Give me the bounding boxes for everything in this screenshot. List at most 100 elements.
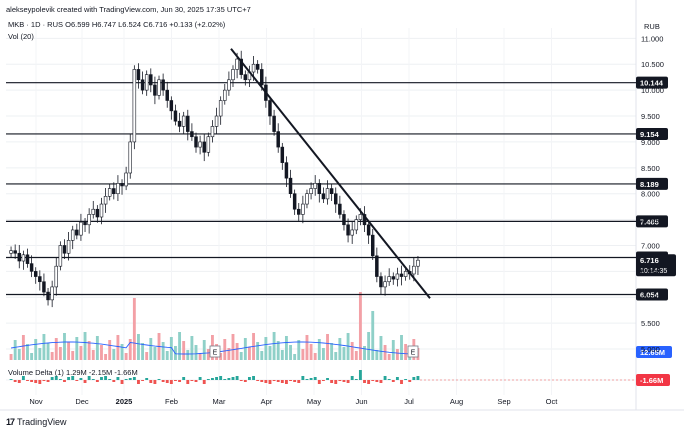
time-tick-label: Apr: [261, 397, 273, 406]
candle-body: [136, 69, 141, 81]
delta-bar: [132, 377, 136, 380]
time-tick-label: Dec: [75, 397, 89, 406]
candle-body: [243, 74, 248, 81]
candle-body: [153, 84, 157, 96]
candle-body: [169, 100, 174, 112]
volume-bar: [313, 353, 317, 360]
volume-bar: [26, 344, 29, 360]
volume-bar: [108, 340, 112, 360]
volume-bar: [243, 338, 247, 360]
delta-bar: [371, 380, 375, 381]
volume-bar: [391, 340, 395, 360]
level-price-label: 6.054: [640, 290, 660, 299]
volume-value-tag: [636, 346, 672, 358]
delta-bar: [83, 380, 87, 383]
time-axis: Nov Dec 2025 Feb Mar Apr May Jun Jul Aug Sep Oct: [29, 397, 558, 406]
candle-body: [124, 172, 128, 187]
delta-bar: [268, 380, 272, 384]
candle-body: [50, 286, 54, 301]
level-price-tag: [636, 177, 668, 190]
candle-body: [325, 188, 330, 200]
last-price-tag: [636, 254, 676, 277]
delta-bar: [186, 380, 190, 384]
volume-bar: [100, 345, 103, 360]
delta-bar: [235, 376, 239, 380]
delta-bar: [63, 380, 66, 382]
earnings-marker: [407, 345, 419, 358]
candle-body: [280, 146, 285, 163]
price-axis: 11.000 10.500 10.000 9.500 9.000 8.500 8.000 7.…: [641, 34, 664, 354]
delta-bar: [42, 380, 46, 381]
time-tick-label: Mar: [213, 397, 226, 406]
candle-body: [42, 281, 46, 293]
delta-bar: [284, 380, 288, 384]
volume-bar: [264, 337, 268, 360]
volume-bar: [120, 344, 124, 360]
delta-bar: [252, 376, 255, 380]
delta-bar: [363, 380, 366, 383]
volume-bar: [182, 341, 186, 360]
delta-bar: [391, 380, 395, 382]
delta-bar: [416, 376, 420, 380]
candle-body: [272, 115, 276, 132]
price-tick-label: 7.000: [641, 241, 660, 250]
candle-body: [21, 254, 26, 262]
candle-body: [370, 234, 375, 257]
volume-bar: [235, 343, 239, 360]
delta-bar: [346, 380, 350, 383]
trendline: [230, 48, 431, 299]
volume-bar: [317, 339, 321, 360]
candle-body: [75, 229, 79, 236]
candle-body: [33, 271, 38, 277]
candle-body: [116, 183, 120, 195]
volume-bar: [132, 298, 136, 360]
header-credit: alekseypolevik created with TradingView.…: [6, 5, 251, 14]
candle-body: [227, 79, 231, 91]
volume-bar: [38, 348, 42, 360]
candle-body: [338, 203, 342, 215]
candle-body: [317, 183, 322, 195]
delta-bar: [71, 376, 75, 380]
volume-bar: [305, 335, 309, 360]
candle-body: [87, 214, 91, 226]
tradingview-brand[interactable]: 17 TradingView: [6, 417, 67, 427]
symbol-line: MKB · 1D · RUS: [8, 20, 64, 29]
candle-body: [350, 229, 354, 236]
delta-bar: [231, 377, 235, 380]
candle-body: [346, 224, 350, 236]
delta-bar: [358, 370, 362, 380]
volume-delta-v2: -2.15M: [88, 368, 113, 377]
candle-body: [9, 250, 13, 254]
delta-bar: [301, 376, 305, 380]
delta-bar: [58, 379, 62, 380]
candle-body: [292, 193, 297, 210]
delta-bar: [350, 376, 354, 380]
volume-bar: [13, 340, 17, 360]
countdown-label: 10:14:35: [640, 268, 667, 275]
candle-body: [255, 63, 260, 70]
delta-bar: [21, 376, 25, 380]
header-ohlc: MKB · 1D · RUS O6.599 H6.747 L6.524 C6.7…: [8, 20, 225, 29]
volume-delta-v3: -1.66M: [114, 368, 138, 377]
delta-bar: [112, 380, 116, 382]
candle-body: [194, 136, 198, 148]
candle-body: [342, 214, 346, 226]
candle-body: [46, 291, 50, 301]
volume-bar: [153, 347, 157, 360]
delta-bar: [153, 380, 157, 384]
candle-body: [140, 79, 145, 91]
level-price-tag: [636, 288, 668, 301]
volume-bar: [34, 339, 38, 360]
delta-bar: [342, 380, 346, 382]
delta-bar: [26, 380, 29, 381]
volume-bar: [145, 352, 149, 360]
volume-bar: [198, 354, 202, 360]
candle-body: [79, 221, 83, 236]
candle-body: [161, 79, 165, 91]
volume-bar: [309, 344, 313, 360]
volume-bar: [95, 336, 99, 360]
candle-body: [334, 193, 338, 205]
volume-bar: [375, 350, 379, 360]
volume-bar: [71, 351, 75, 360]
delta-bar: [383, 376, 387, 380]
